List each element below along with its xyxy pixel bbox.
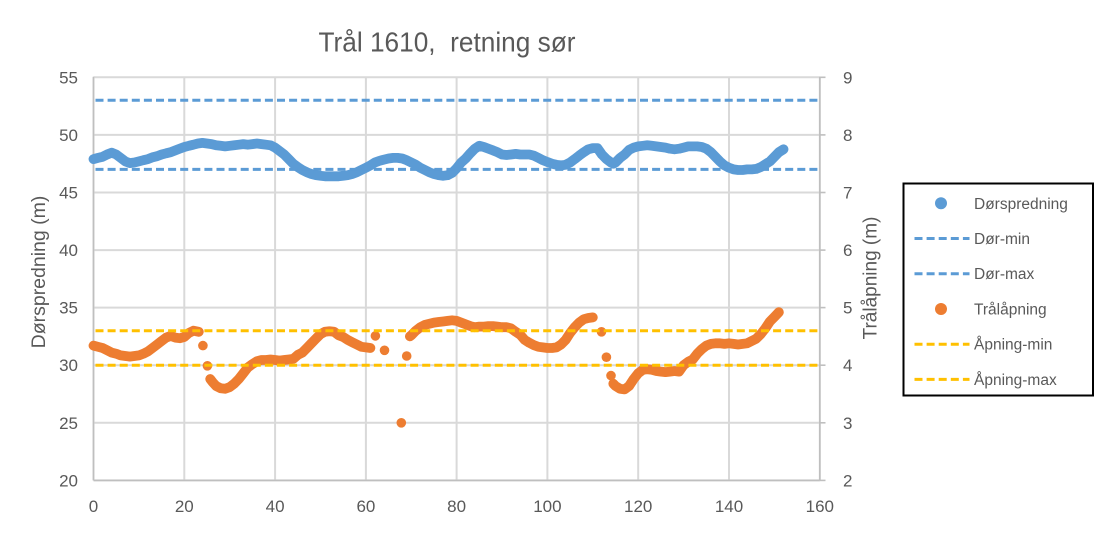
- svg-text:Åpning-max: Åpning-max: [974, 372, 1057, 389]
- svg-text:4: 4: [843, 356, 852, 375]
- svg-text:9: 9: [843, 68, 852, 87]
- svg-text:7: 7: [843, 184, 852, 203]
- svg-text:Trålåpning: Trålåpning: [974, 302, 1047, 319]
- svg-text:20: 20: [59, 471, 78, 490]
- svg-text:Dørspredning: Dørspredning: [974, 196, 1068, 213]
- svg-text:160: 160: [806, 497, 834, 516]
- svg-text:20: 20: [175, 497, 194, 516]
- svg-text:80: 80: [447, 497, 466, 516]
- svg-text:Dør-max: Dør-max: [974, 266, 1035, 283]
- svg-text:45: 45: [59, 184, 78, 203]
- svg-text:25: 25: [59, 414, 78, 433]
- svg-text:Trålåpning (m): Trålåpning (m): [861, 217, 882, 340]
- svg-text:50: 50: [59, 126, 78, 145]
- svg-text:2: 2: [843, 471, 852, 490]
- svg-text:60: 60: [356, 497, 375, 516]
- svg-text:8: 8: [843, 126, 852, 145]
- svg-text:3: 3: [843, 414, 852, 433]
- svg-text:Åpning-min: Åpning-min: [974, 337, 1052, 354]
- svg-text:35: 35: [59, 299, 78, 318]
- svg-text:55: 55: [59, 68, 78, 87]
- svg-text:6: 6: [843, 241, 852, 260]
- svg-text:30: 30: [59, 356, 78, 375]
- svg-text:120: 120: [624, 497, 652, 516]
- svg-text:40: 40: [59, 241, 78, 260]
- svg-text:100: 100: [533, 497, 561, 516]
- svg-text:Dør-min: Dør-min: [974, 231, 1030, 248]
- svg-text:0: 0: [89, 497, 98, 516]
- svg-text:Dørspredning (m): Dørspredning (m): [28, 196, 50, 349]
- svg-text:40: 40: [266, 497, 285, 516]
- svg-text:Trål 1610, retning sør: Trål 1610, retning sør: [319, 27, 576, 58]
- svg-text:5: 5: [843, 299, 852, 318]
- svg-text:140: 140: [715, 497, 743, 516]
